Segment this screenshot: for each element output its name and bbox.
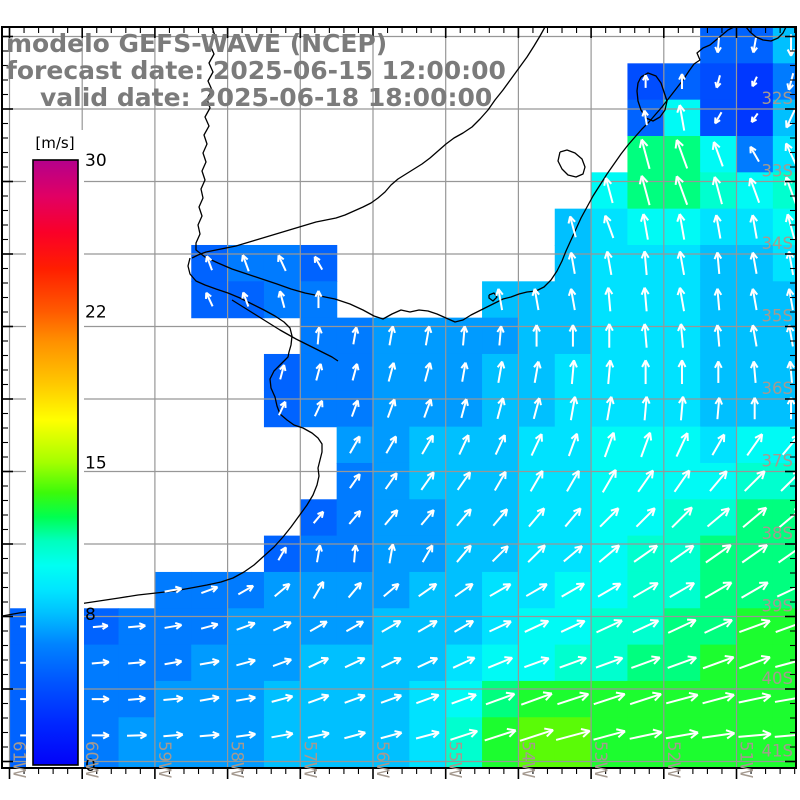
colorbar-unit-label: [m/s] <box>35 134 75 152</box>
lat-label: 37S <box>762 452 793 471</box>
lon-label: 54W <box>518 741 537 778</box>
lat-label: 32S <box>762 89 793 108</box>
lat-label: 41S <box>762 742 793 761</box>
lon-label: 55W <box>446 741 465 778</box>
colorbar-tick-label: 15 <box>85 454 107 474</box>
lon-label: 53W <box>591 741 610 778</box>
wave-field-cells <box>9 27 796 768</box>
lon-label: 61W <box>10 741 29 778</box>
lon-label: 59W <box>155 741 174 778</box>
lon-label: 56W <box>373 741 392 778</box>
coastline-layer <box>2 27 787 617</box>
colorbar: 30 22 15 8 0 <box>26 130 107 776</box>
lon-label: 51W <box>737 741 756 778</box>
colorbar-tick-label: 30 <box>85 151 107 171</box>
map-frame-ticks <box>1 26 797 779</box>
lon-label: 52W <box>664 741 683 778</box>
lat-label: 33S <box>762 162 793 181</box>
lon-label: 58W <box>228 741 247 778</box>
wave-direction-arrows <box>20 34 796 742</box>
lon-label: 60W <box>82 741 101 778</box>
lon-label: 57W <box>300 741 319 778</box>
axis-labels: 32S 33S 34S 35S 36S 37S 38S 39S 40S 41S 61W 60W 59W 5… <box>10 89 794 778</box>
colorbar-tick-label: 8 <box>85 605 96 625</box>
lat-label: 35S <box>762 307 793 326</box>
lat-label: 39S <box>762 597 793 616</box>
lat-lon-gridlines <box>2 27 796 768</box>
colorbar-gradient-bar <box>32 159 79 766</box>
colorbar-tick-label: 22 <box>85 302 107 322</box>
lat-label: 40S <box>762 669 793 688</box>
lat-label: 36S <box>762 379 793 398</box>
lat-label: 34S <box>762 234 793 253</box>
lat-label: 38S <box>762 524 793 543</box>
colorbar-tick-label: 0 <box>85 756 96 776</box>
